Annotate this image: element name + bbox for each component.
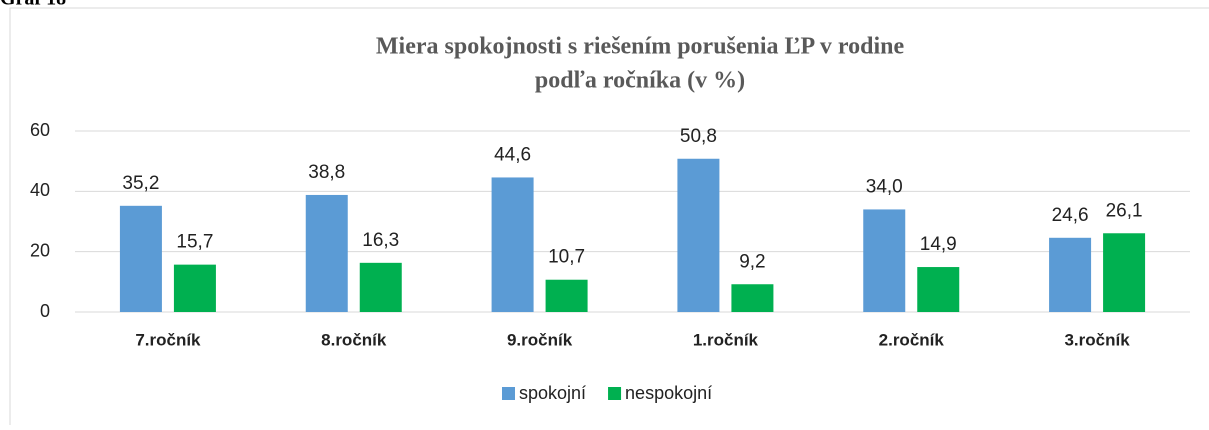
value-label: 14,9 xyxy=(920,234,957,255)
value-label: 50,8 xyxy=(680,126,717,147)
value-label: 44,6 xyxy=(494,144,531,165)
bar xyxy=(677,158,720,312)
value-label: 26,1 xyxy=(1106,200,1143,221)
bar xyxy=(545,279,588,312)
x-tick-label: 7.ročník xyxy=(135,330,201,349)
bar xyxy=(1103,233,1146,312)
legend-swatch xyxy=(502,387,515,400)
x-tick-label: 8.ročník xyxy=(321,330,387,349)
y-tick-label: 20 xyxy=(30,240,50,260)
bar xyxy=(491,177,534,312)
bar xyxy=(359,262,402,312)
chart-title: podľa ročníka (v %) xyxy=(535,68,745,94)
value-label: 38,8 xyxy=(308,162,345,183)
bar xyxy=(173,264,216,312)
bar xyxy=(731,284,774,312)
y-tick-label: 0 xyxy=(40,301,50,321)
chart-frame xyxy=(9,7,1209,430)
bar xyxy=(305,194,348,312)
value-label: 24,6 xyxy=(1052,205,1089,226)
value-label: 34,0 xyxy=(866,176,903,197)
chart-title: Miera spokojnosti s riešením porušenia Ľ… xyxy=(376,34,905,60)
x-tick-label: 2.ročník xyxy=(879,330,945,349)
x-tick-label: 3.ročník xyxy=(1064,330,1130,349)
value-label: 15,7 xyxy=(176,232,213,253)
y-tick-label: 40 xyxy=(30,180,50,200)
bar xyxy=(119,205,162,312)
value-label: 10,7 xyxy=(548,247,585,268)
legend-label: spokojní xyxy=(519,383,586,403)
x-tick-label: 1.ročník xyxy=(693,330,759,349)
value-label: 9,2 xyxy=(739,251,765,272)
x-tick-label: 9.ročník xyxy=(507,330,573,349)
bar xyxy=(1049,237,1092,312)
legend-label: nespokojní xyxy=(625,383,712,403)
value-label: 16,3 xyxy=(362,230,399,251)
bar xyxy=(863,209,906,312)
heading: Graf 18 xyxy=(0,0,66,10)
value-label: 35,2 xyxy=(122,173,159,194)
legend-swatch xyxy=(608,387,622,400)
bar xyxy=(917,267,960,312)
y-tick-label: 60 xyxy=(30,120,50,140)
